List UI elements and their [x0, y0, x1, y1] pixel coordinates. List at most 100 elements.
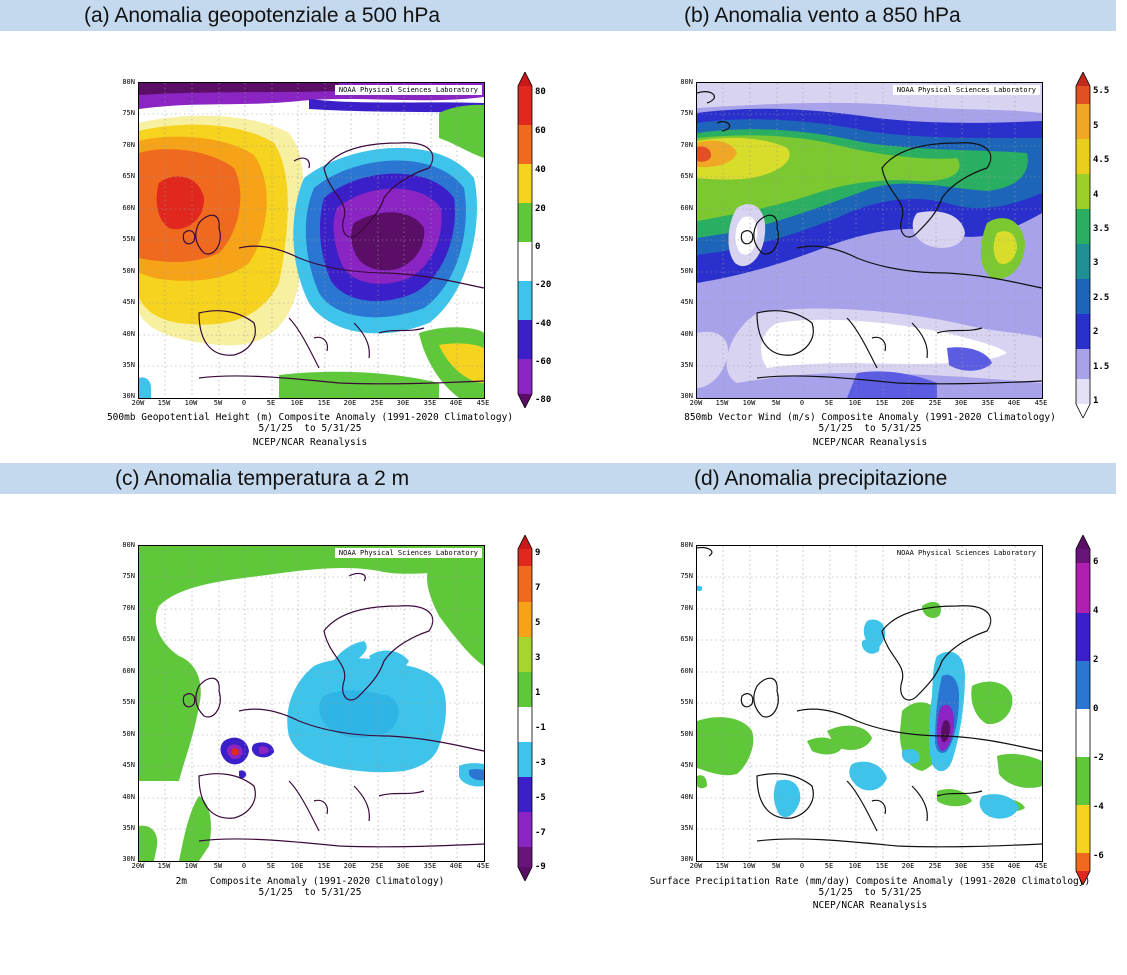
lon-label: 5W — [771, 862, 781, 870]
lon-label: 10W — [742, 862, 756, 870]
lon-label: 0 — [241, 862, 247, 870]
lat-label: 60N — [122, 204, 135, 212]
colorbar-label: 60 — [535, 126, 546, 136]
lat-label: 60N — [122, 667, 135, 675]
lat-label: 65N — [680, 172, 693, 180]
map-b-caption-2: 5/1/25 to 5/31/25 — [818, 423, 922, 434]
colorbar-label: -20 — [535, 280, 552, 290]
lon-label: 30E — [396, 399, 410, 407]
map-b: NOAA Physical Sciences Laboratory — [696, 82, 1043, 399]
lon-label: 0 — [799, 862, 805, 870]
lon-label: 40E — [449, 399, 463, 407]
map-d-caption-1: Surface Precipitation Rate (mm/day) Comp… — [649, 876, 1091, 887]
colorbar-label: 0 — [535, 242, 541, 252]
lat-label: 55N — [122, 235, 135, 243]
colorbar-label: 4 — [1093, 606, 1099, 616]
lon-label: 35E — [423, 862, 437, 870]
colorbar-label: 1.5 — [1093, 362, 1110, 372]
colorbar-label: 5 — [535, 618, 541, 628]
colorbar-label: 6 — [1093, 557, 1099, 567]
lat-label: 80N — [122, 78, 135, 86]
lon-label: 20W — [689, 862, 703, 870]
lon-label: 30E — [954, 399, 968, 407]
lon-label: 35E — [423, 399, 437, 407]
lat-label: 80N — [680, 541, 693, 549]
lon-label: 10E — [848, 399, 862, 407]
lon-label: 10W — [184, 862, 198, 870]
lon-label: 5W — [771, 399, 781, 407]
lat-label: 50N — [680, 730, 693, 738]
lon-label: 20E — [901, 399, 915, 407]
lon-label: 35E — [981, 862, 995, 870]
lon-label: 5E — [266, 862, 276, 870]
lat-label: 50N — [680, 267, 693, 275]
lat-label: 45N — [122, 298, 135, 306]
colorbar-label: 3 — [1093, 258, 1099, 268]
colorbar-label: 80 — [535, 87, 546, 97]
lon-label: 20W — [131, 399, 145, 407]
panel-c-title: (c) Anomalia temperatura a 2 m — [115, 467, 410, 490]
lat-label: 45N — [122, 761, 135, 769]
map-b-credit: NOAA Physical Sciences Laboratory — [892, 85, 1040, 95]
colorbar-d — [1075, 535, 1091, 885]
lat-label: 30N — [122, 392, 135, 400]
lat-label: 70N — [122, 604, 135, 612]
colorbar-label: 3 — [535, 653, 541, 663]
colorbar-label: 5 — [1093, 121, 1099, 131]
lon-label: 45E — [1034, 399, 1048, 407]
lon-label: 35E — [981, 399, 995, 407]
lon-label: 15W — [715, 399, 729, 407]
colorbar-label: 4.5 — [1093, 155, 1110, 165]
lat-label: 45N — [680, 761, 693, 769]
colorbar-label: -3 — [535, 758, 546, 768]
lat-label: 55N — [122, 698, 135, 706]
panel-b-title: (b) Anomalia vento a 850 hPa — [684, 4, 961, 27]
lat-label: 30N — [680, 855, 693, 863]
lat-label: 60N — [680, 667, 693, 675]
lat-label: 75N — [680, 572, 693, 580]
map-d-field — [697, 546, 1042, 861]
map-c-caption-1: 2m Composite Anomaly (1991-2020 Climatol… — [175, 876, 445, 887]
lon-label: 0 — [241, 399, 247, 407]
map-d: NOAA Physical Sciences Laboratory — [696, 545, 1043, 862]
lat-label: 65N — [122, 635, 135, 643]
colorbar-c — [517, 535, 533, 881]
lon-label: 25E — [370, 399, 384, 407]
lon-label: 20W — [131, 862, 145, 870]
lat-label: 75N — [680, 109, 693, 117]
lat-label: 70N — [122, 141, 135, 149]
colorbar-label: -60 — [535, 357, 552, 367]
lat-label: 60N — [680, 204, 693, 212]
colorbar-label: 0 — [1093, 704, 1099, 714]
lat-label: 35N — [680, 824, 693, 832]
colorbar-label: 4 — [1093, 190, 1099, 200]
lon-label: 30E — [954, 862, 968, 870]
lat-label: 40N — [680, 330, 693, 338]
lon-label: 15W — [157, 862, 171, 870]
lon-label: 5E — [824, 399, 834, 407]
map-d-caption-2: 5/1/25 to 5/31/25 — [818, 887, 922, 898]
map-b-caption-3: NCEP/NCAR Reanalysis — [812, 437, 928, 448]
lat-label: 80N — [680, 78, 693, 86]
colorbar-label: -40 — [535, 319, 552, 329]
lon-label: 15W — [157, 399, 171, 407]
lon-label: 45E — [476, 862, 490, 870]
lon-label: 15E — [317, 399, 331, 407]
colorbar-label: -80 — [535, 395, 552, 405]
colorbar-label: -4 — [1093, 802, 1104, 812]
header-bar-top: (a) Anomalia geopotenziale a 500 hPa (b)… — [0, 0, 1116, 31]
map-b-caption-1: 850mb Vector Wind (m/s) Composite Anomal… — [684, 412, 1056, 423]
colorbar-label: -2 — [1093, 753, 1104, 763]
colorbar-label: 20 — [535, 204, 546, 214]
lon-label: 5E — [824, 862, 834, 870]
panel-d-title: (d) Anomalia precipitazione — [694, 467, 948, 490]
lat-label: 35N — [680, 361, 693, 369]
lon-label: 15E — [875, 399, 889, 407]
lat-label: 80N — [122, 541, 135, 549]
panel-a-title: (a) Anomalia geopotenziale a 500 hPa — [84, 4, 441, 27]
map-c-field — [139, 546, 484, 861]
map-b-field — [697, 83, 1042, 398]
lat-label: 35N — [122, 361, 135, 369]
lat-label: 70N — [680, 141, 693, 149]
map-a: NOAA Physical Sciences Laboratory — [138, 82, 485, 399]
